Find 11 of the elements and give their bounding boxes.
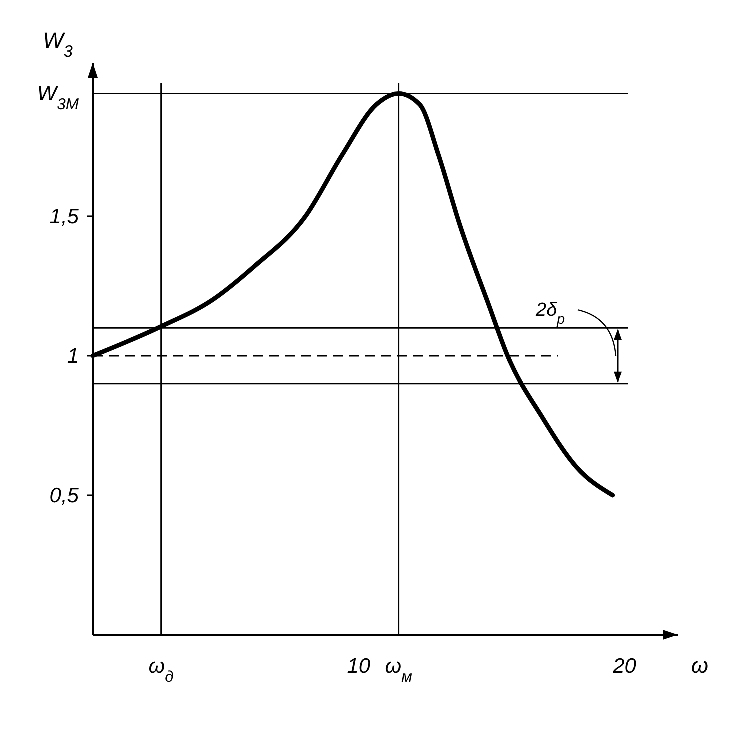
annotation: 2δ$_{р}$ xyxy=(535,300,566,328)
x-tick-label: 20 xyxy=(612,655,637,678)
annotation: W$_{3M}$ xyxy=(37,82,80,114)
y-axis-title: W$_{3}$ xyxy=(43,28,74,61)
y-tick-label: 0,5 xyxy=(50,484,80,508)
y-tick-label: 1,5 xyxy=(50,205,80,228)
x-tick-label: 10 xyxy=(347,655,371,678)
x-tick-label: ω$_{д}$ xyxy=(148,655,174,686)
x-tick-label: ω$_{м}$ xyxy=(385,655,413,686)
y-tick-label: 1 xyxy=(67,344,79,368)
x-axis-title: ω xyxy=(691,653,709,678)
